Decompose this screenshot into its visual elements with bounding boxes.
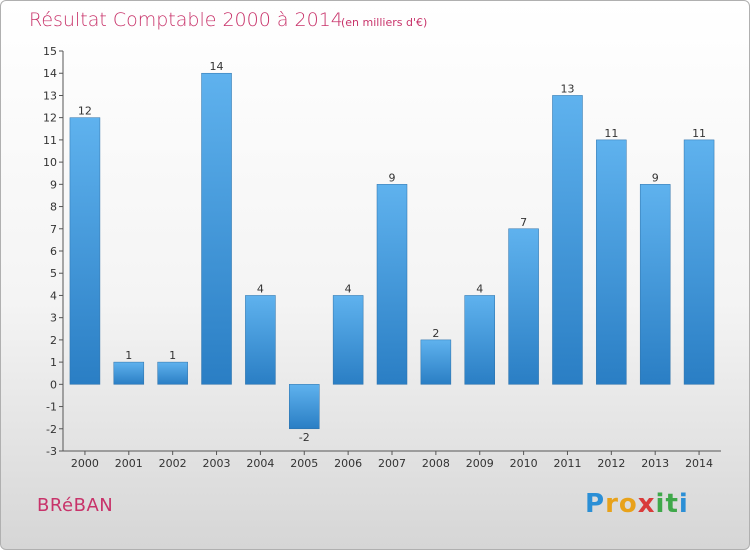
x-tick-label: 2011 xyxy=(553,457,581,470)
bar xyxy=(508,228,539,385)
data-label: 1 xyxy=(169,349,176,362)
chart-title: Résultat Comptable 2000 à 2014 xyxy=(29,9,343,31)
y-tick-label: 2 xyxy=(50,334,57,347)
y-tick-label: 9 xyxy=(50,178,57,191)
x-tick-label: 2003 xyxy=(203,457,231,470)
y-tick-label: -1 xyxy=(46,401,57,414)
data-label: 4 xyxy=(476,282,483,295)
y-tick-label: 14 xyxy=(43,67,57,80)
x-tick-label: 2010 xyxy=(510,457,538,470)
data-label: -2 xyxy=(299,431,310,444)
bar xyxy=(552,95,583,385)
bar xyxy=(420,339,452,385)
x-tick-label: 2005 xyxy=(290,457,318,470)
data-label: 2 xyxy=(432,327,439,340)
bar xyxy=(596,139,627,385)
bar xyxy=(69,117,101,385)
y-tick-label: 5 xyxy=(50,267,57,280)
y-tick-label: 13 xyxy=(43,89,57,102)
bar xyxy=(113,361,145,385)
bar xyxy=(332,295,364,385)
x-tick-label: 2006 xyxy=(334,457,362,470)
data-label: 11 xyxy=(604,127,618,140)
bar xyxy=(376,184,408,385)
x-tick-label: 2004 xyxy=(246,457,274,470)
data-label: 9 xyxy=(389,171,396,184)
x-tick-label: 2001 xyxy=(115,457,143,470)
bar xyxy=(639,184,671,385)
y-tick-label: 11 xyxy=(43,134,57,147)
data-label: 4 xyxy=(257,282,264,295)
bar xyxy=(683,139,715,385)
brand-letter: t xyxy=(665,489,679,519)
bar xyxy=(157,361,188,385)
data-label: 13 xyxy=(560,82,574,95)
y-tick-label: -2 xyxy=(46,423,57,436)
x-tick-label: 2013 xyxy=(641,457,669,470)
y-tick-label: 0 xyxy=(50,378,57,391)
y-tick-label: 15 xyxy=(43,45,57,58)
bar xyxy=(464,295,495,385)
data-label: 7 xyxy=(520,216,527,229)
y-tick-label: 1 xyxy=(50,356,57,369)
x-tick-label: 2007 xyxy=(378,457,406,470)
data-label: 9 xyxy=(652,171,659,184)
data-label: 12 xyxy=(78,105,92,118)
data-label: 11 xyxy=(692,127,706,140)
x-tick-label: 2002 xyxy=(159,457,187,470)
x-tick-label: 2012 xyxy=(597,457,625,470)
y-tick-label: 8 xyxy=(50,201,57,214)
brand-letter: o xyxy=(618,489,638,519)
commune-name: BRéBAN xyxy=(37,495,114,516)
brand-letter: i xyxy=(678,489,689,519)
brand-letter: P xyxy=(585,489,606,519)
brand-letter: i xyxy=(655,489,666,519)
data-label: 4 xyxy=(345,282,352,295)
data-label: 14 xyxy=(210,60,224,73)
y-tick-label: 4 xyxy=(50,289,57,302)
y-tick-label: 10 xyxy=(43,156,57,169)
y-tick-label: 6 xyxy=(50,245,57,258)
x-tick-label: 2008 xyxy=(422,457,450,470)
brand-logo: Proxiti xyxy=(585,489,689,519)
bar xyxy=(289,384,320,430)
y-tick-label: 12 xyxy=(43,112,57,125)
bars xyxy=(69,72,715,430)
x-tick-label: 2014 xyxy=(685,457,713,470)
brand-letter: r xyxy=(605,489,619,519)
y-tick-label: 7 xyxy=(50,223,57,236)
x-tick-label: 2000 xyxy=(71,457,99,470)
chart-unit: (en milliers d'€) xyxy=(341,16,427,29)
data-label: 1 xyxy=(125,349,132,362)
x-tick-label: 2009 xyxy=(466,457,494,470)
bar xyxy=(201,72,232,385)
bar xyxy=(245,295,276,385)
y-tick-label: -3 xyxy=(46,445,57,458)
brand-letter: x xyxy=(637,489,656,519)
y-tick-label: 3 xyxy=(50,312,57,325)
